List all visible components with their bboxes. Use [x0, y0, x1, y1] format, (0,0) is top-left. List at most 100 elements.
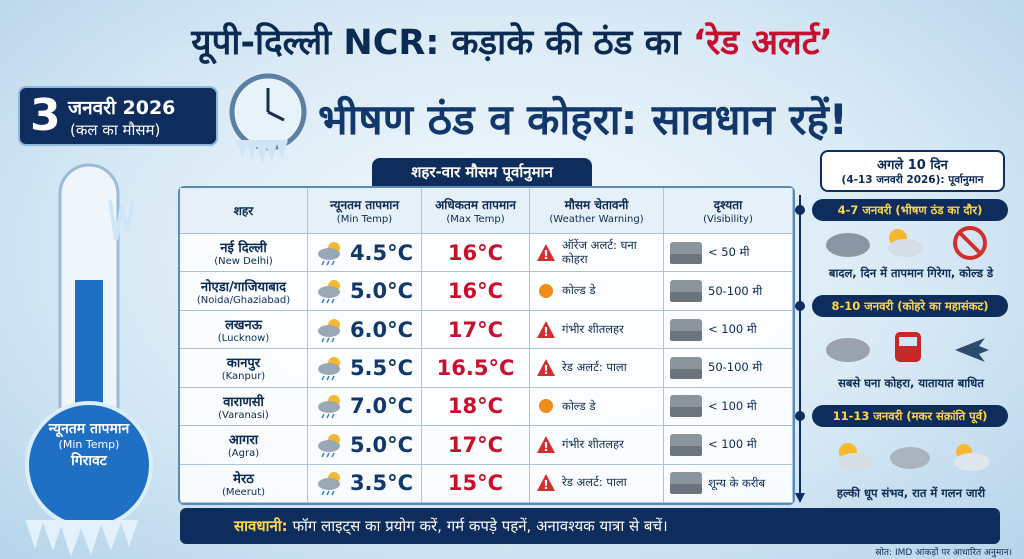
city-name-en: (Varanasi): [218, 409, 269, 421]
column-title: न्यूनतम तापमान: [329, 198, 400, 212]
city-name-en: (New Delhi): [214, 256, 273, 268]
max-temp: 15°C: [447, 471, 504, 496]
warning-cell: ! रेड अलर्ट: पाला: [530, 464, 664, 503]
warning: गंभीर शीतलहर: [562, 321, 624, 336]
city-name: नई दिल्ली: [220, 241, 267, 257]
visibility: < 100 मी: [708, 398, 757, 413]
svg-text:!: !: [543, 440, 548, 454]
max-temp-cell: 16°C: [422, 272, 530, 311]
period-label: 4-7 जनवरी (भीषण ठंड का दौर): [812, 199, 1008, 221]
label-trend: गिरावट: [71, 453, 107, 470]
weather-icon: [317, 395, 340, 419]
city-name: वाराणसी: [223, 394, 264, 410]
min-temp-cell: 6.0°C: [308, 310, 422, 350]
warning: गंभीर शीतलहर: [562, 436, 624, 451]
forecast-title: अगले 10 दिन: [877, 158, 948, 173]
caution-text: फॉग लाइट्स का प्रयोग करें, गर्म कपड़े पह…: [292, 517, 668, 535]
svg-text:!: !: [543, 363, 548, 377]
warning-cell: कोल्ड डे: [530, 387, 664, 427]
warning-icon: !: [537, 474, 555, 492]
weather-icon: [317, 356, 340, 381]
city-name-en: (Noida/Ghaziabad): [196, 294, 291, 306]
forecast-table: शहर न्यूनतम तापमान (Min Temp) अधिकतम तापमान…: [178, 186, 795, 505]
column-title: दृश्यता: [713, 198, 743, 212]
title-text: यूपी-दिल्ली NCR: कड़ाके की ठंड का: [191, 23, 681, 63]
thermometer: [24, 163, 153, 559]
city-cell: मेरठ (Meerut): [180, 464, 308, 503]
city-name-en: (Kanpur): [221, 371, 266, 383]
city-cell: लखनऊ (Lucknow): [180, 310, 308, 350]
column-title: मौसम चेतावनी: [564, 198, 629, 212]
visibility: 50-100 मी: [708, 283, 763, 298]
warning-icon: !: [537, 320, 555, 339]
caution-banner: सावधानी: फॉग लाइट्स का प्रयोग करें, गर्म…: [180, 508, 1000, 544]
visibility-cell: शून्य के करीब: [664, 464, 793, 503]
warning: ऑरेंज अलर्ट: घना कोहरा: [562, 237, 637, 266]
column-title-en: (Weather Warning): [549, 214, 644, 225]
svg-text:!: !: [543, 248, 548, 262]
visibility-image: [670, 395, 702, 418]
column-header: शहर: [180, 188, 308, 234]
title: यूपी-दिल्ली NCR: कड़ाके की ठंड का ‘रेड अ…: [0, 18, 1024, 65]
source: स्रोत: IMD आंकड़ों पर आधारित अनुमान।: [875, 548, 1012, 558]
caution-label: सावधानी:: [234, 517, 288, 535]
warning-icon: !: [537, 435, 555, 454]
city-name-en: (Meerut): [221, 486, 266, 498]
max-temp-cell: 16.5°C: [422, 349, 530, 388]
min-temp-cell: 3.5°C: [308, 464, 422, 503]
weather-icon: [317, 280, 340, 304]
svg-text:!: !: [543, 325, 548, 339]
weather-icon: [317, 318, 340, 342]
forecast-header: अगले 10 दिन (4-13 जनवरी 2026): पूर्वानुम…: [820, 150, 1005, 192]
warning-icon: !: [537, 243, 555, 262]
warning-cell: ! गंभीर शीतलहर: [530, 426, 664, 465]
warning: रेड अलर्ट: पाला: [562, 475, 627, 490]
warning-icon: [539, 399, 553, 414]
column-header: दृश्यता (Visibility): [664, 188, 793, 234]
title-highlight: ‘रेड अलर्ट’: [692, 23, 833, 63]
min-temp-cell: 5.5°C: [308, 349, 422, 388]
visibility-image: [670, 433, 702, 456]
column-header: न्यूनतम तापमान (Min Temp): [308, 188, 422, 234]
column-title-en: (Min Temp): [336, 214, 393, 225]
warning-icon: [539, 284, 553, 299]
warning: कोल्ड डे: [562, 283, 596, 298]
city-name: आगरा: [228, 433, 259, 449]
city-name: नोएडा/गाजियाबाद: [200, 279, 287, 295]
column-title-en: (Max Temp): [446, 214, 505, 225]
min-temp-cell: 5.0°C: [308, 426, 422, 465]
min-temp: 5.5°C: [349, 355, 414, 380]
visibility-image: [670, 318, 702, 341]
city-cell: वाराणसी (Varanasi): [180, 387, 308, 427]
column-header: अधिकतम तापमान (Max Temp): [422, 188, 530, 234]
warning-cell: ! रेड अलर्ट: पाला: [530, 349, 664, 388]
visibility: 50-100 मी: [708, 360, 763, 375]
label-en: (Min Temp): [58, 438, 120, 452]
period-caption: सबसे घना कोहरा, यातायात बाधित: [838, 376, 984, 390]
period-caption: बादल, दिन में तापमान गिरेगा, कोल्ड डे: [828, 266, 994, 280]
max-temp: 16°C: [447, 240, 504, 265]
max-temp: 18°C: [447, 394, 504, 419]
column-title: अधिकतम तापमान: [435, 198, 516, 212]
min-temp: 5.0°C: [349, 432, 414, 457]
visibility-cell: < 100 मी: [664, 387, 793, 427]
table-title: शहर-वार मौसम पूर्वानुमान: [372, 158, 592, 186]
max-temp-cell: 18°C: [422, 387, 530, 427]
city-name: कानपुर: [226, 356, 261, 372]
visibility-image: [670, 241, 702, 264]
city-cell: कानपुर (Kanpur): [180, 349, 308, 388]
visibility-image: [670, 280, 702, 303]
max-temp: 17°C: [447, 317, 504, 342]
visibility-image: [670, 356, 702, 379]
max-temp: 16.5°C: [436, 355, 515, 380]
visibility-cell: < 50 मी: [664, 234, 793, 273]
visibility-cell: < 100 मी: [664, 310, 793, 350]
min-temp-cell: 4.5°C: [308, 234, 422, 273]
min-temp-cell: 7.0°C: [308, 387, 422, 427]
column-title-en: (Visibility): [703, 214, 753, 225]
headline: भीषण ठंड व कोहरा: सावधान रहें!: [318, 95, 848, 144]
warning-cell: ! ऑरेंज अलर्ट: घना कोहरा: [530, 234, 664, 273]
weather-icon: [317, 472, 340, 496]
forecast-subtitle: (4-13 जनवरी 2026): पूर्वानुमान: [841, 174, 984, 186]
